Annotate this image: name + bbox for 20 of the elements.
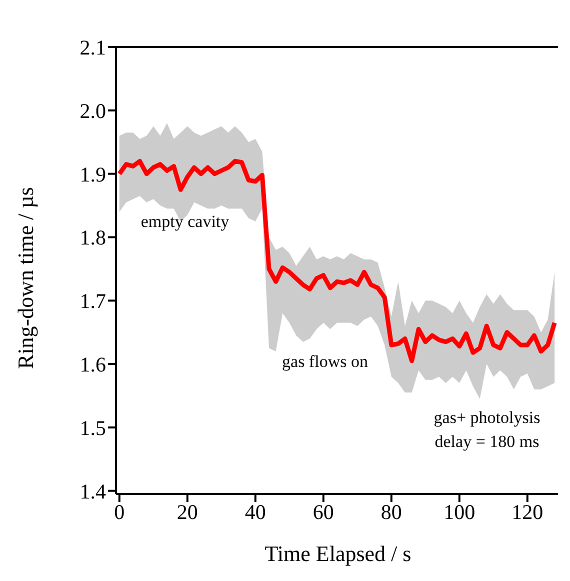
y-axis-title: Ring-down time / µs (13, 187, 39, 369)
y-tick-label: 2.0 (80, 98, 106, 123)
annotation: gas+ photolysis delay = 180 ms (434, 407, 540, 453)
x-tick-label: 120 (512, 500, 544, 524)
y-tick-label: 1.6 (80, 352, 106, 376)
annotation: empty cavity (140, 211, 230, 233)
x-tick-label: 60 (312, 500, 334, 524)
y-tick-label: 1.8 (80, 226, 106, 250)
x-axis-title: Time Elapsed / s (264, 540, 412, 568)
y-tick-label: 1.9 (80, 162, 106, 186)
y-tick-label: 1.7 (80, 289, 106, 314)
x-tick-label: 40 (244, 500, 266, 524)
annotation: gas flows on (282, 351, 368, 373)
x-tick-label: 80 (380, 500, 402, 524)
x-tick-label: 20 (176, 500, 198, 524)
y-tick-label: 2.1 (80, 35, 106, 60)
x-tick-label: 0 (114, 500, 125, 524)
y-tick-label: 1.5 (80, 416, 106, 440)
x-tick-label: 100 (444, 500, 476, 524)
y-tick-label: 1.4 (80, 479, 106, 504)
